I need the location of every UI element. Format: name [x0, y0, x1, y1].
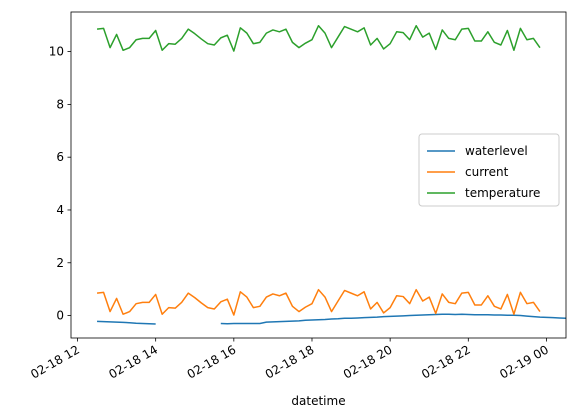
plot-lines: [96, 24, 567, 325]
legend: waterlevel current temperature: [418, 133, 560, 207]
series-line-waterlevel: [97, 313, 567, 325]
x-tick-label: 02-18 22: [419, 342, 473, 381]
x-tick-label: 02-18 20: [341, 342, 395, 381]
x-axis-label: datetime: [291, 394, 345, 408]
y-tick-label: 2: [56, 256, 64, 270]
legend-box: [418, 133, 560, 207]
y-tick-label: 10: [49, 45, 64, 59]
x-tick-label: 02-18 16: [185, 342, 239, 381]
legend-label: temperature: [465, 186, 540, 200]
y-tick-label: 6: [56, 150, 64, 164]
y-tick-label: 4: [56, 203, 64, 217]
legend-label: waterlevel: [465, 144, 528, 158]
x-tick-label: 02-18 14: [106, 342, 160, 381]
y-tick-label: 8: [56, 97, 64, 111]
plot-frame: [70, 11, 567, 339]
y-tick-label: 0: [56, 309, 64, 323]
series-line-current: [96, 288, 541, 316]
y-axis: 0 2 4 6 8 10: [49, 45, 71, 323]
x-axis: 02-18 12 02-18 14 02-18 16 02-18 18 02-18 20…: [28, 338, 551, 382]
legend-label: current: [465, 165, 509, 179]
x-tick-label: 02-18 12: [28, 342, 82, 381]
series-line-temperature: [96, 24, 541, 52]
x-tick-label: 02-19 00: [497, 342, 551, 381]
x-tick-label: 02-18 18: [263, 342, 317, 381]
